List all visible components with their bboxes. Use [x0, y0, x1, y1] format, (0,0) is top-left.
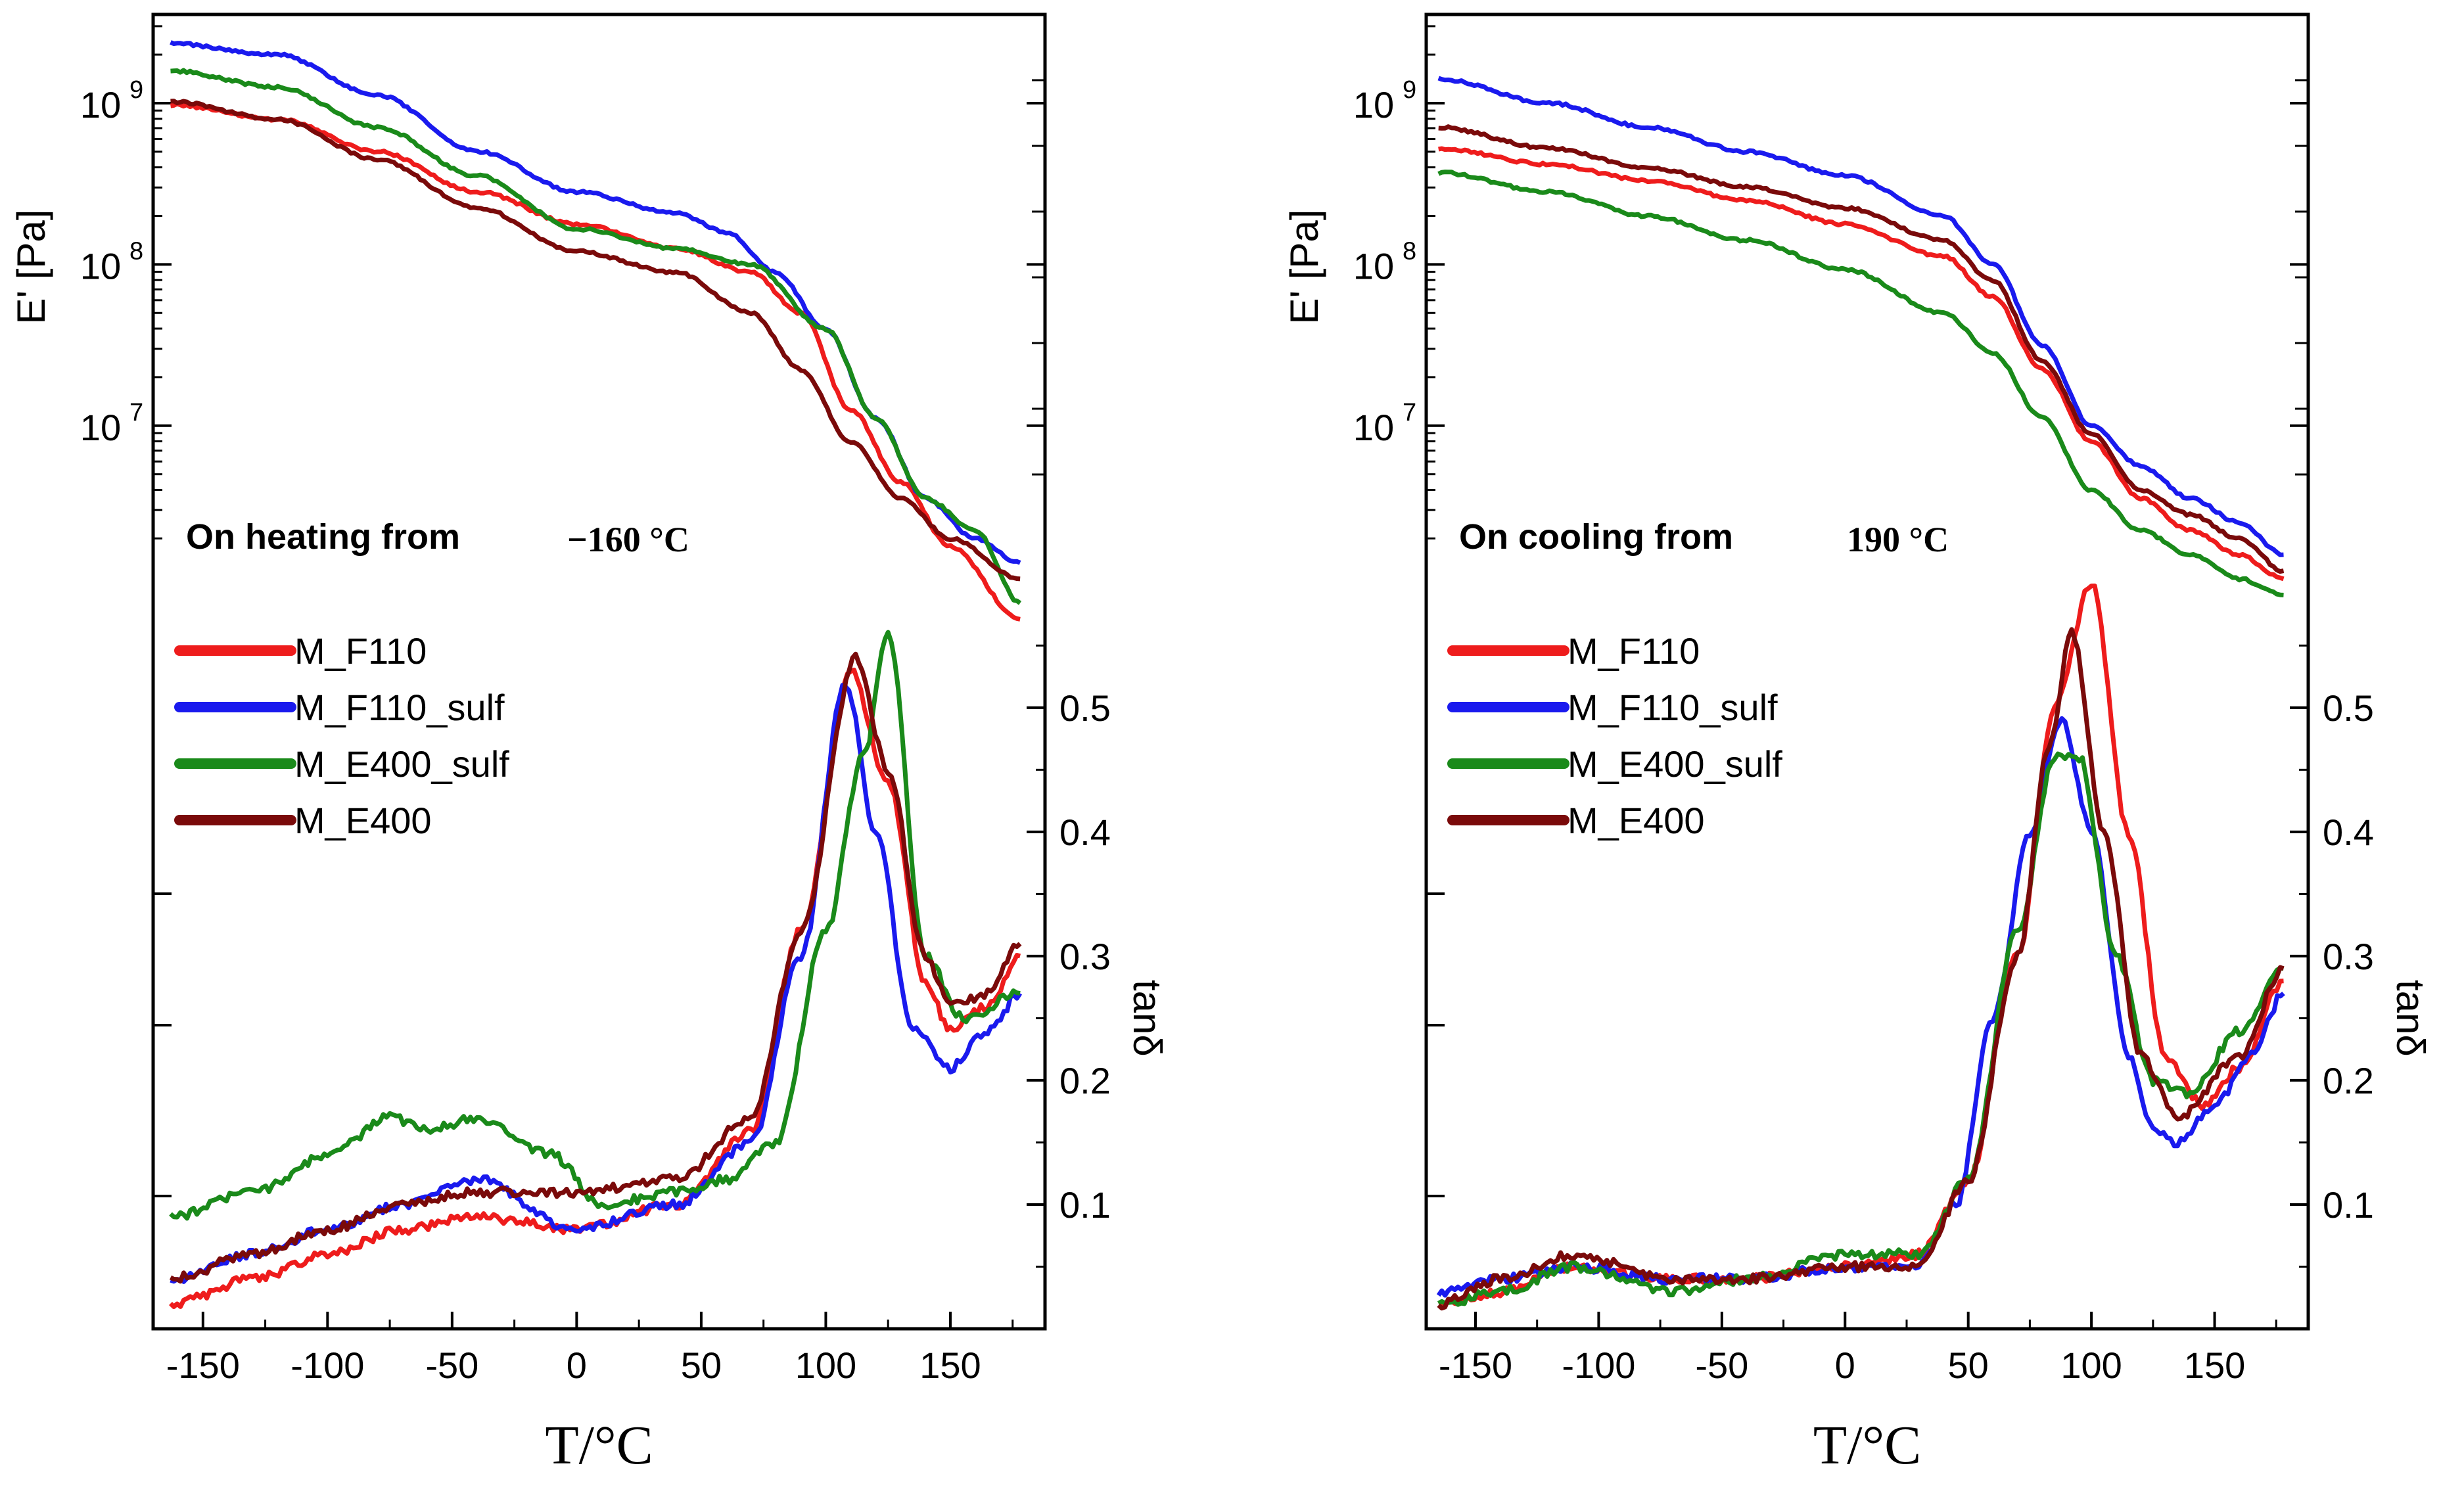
x-tick-label: 150 [2184, 1345, 2245, 1386]
y-right-tick-label: 0.1 [2323, 1184, 2374, 1226]
tan-line-M_E400_sulf [169, 630, 1021, 1221]
modulus-line-M_F110 [1438, 146, 2285, 582]
chart-panel-2: -150 -100 -50 0 50 100 150 10 9 10 8 10 7 0.5 0.4 0.3 0.… [1282, 12, 2432, 1476]
x-tick-label: -150 [1439, 1345, 1512, 1386]
legend-label: M_F110 [1568, 630, 1700, 672]
y-right-tick-label: 0.1 [1059, 1184, 1111, 1226]
x-axis-title: T/°C [1813, 1415, 1921, 1476]
plot-frame [151, 12, 1047, 1331]
y-right-tick-label: 0.5 [1059, 687, 1111, 729]
legend-label: M_E400_sulf [294, 743, 509, 785]
legend-label: M_E400_sulf [1568, 743, 1782, 785]
modulus-line-M_E400_sulf [1437, 170, 2284, 597]
y-right-tick-label: 0.2 [1059, 1060, 1111, 1101]
legend-label: M_E400 [1568, 800, 1705, 841]
series-group [169, 40, 1023, 1309]
y-left-tick-exp: 7 [129, 399, 143, 426]
x-tick-label: 0 [567, 1345, 587, 1386]
modulus-line-M_E400_sulf [170, 68, 1022, 605]
y-left-tick-base: 10 [1353, 245, 1394, 287]
y-right-tick-label: 0.5 [2323, 687, 2374, 729]
y-right-tick-label: 0.3 [2323, 936, 2374, 977]
tan-line-M_F110 [1437, 584, 2284, 1308]
series-group [1436, 76, 2285, 1311]
tan-line-M_E400 [1437, 627, 2285, 1311]
condition-temperature: −160 °C [567, 520, 689, 559]
modulus-line-M_E400 [170, 99, 1021, 582]
condition-temperature: 190 °C [1847, 520, 1949, 559]
y-left-tick-base: 10 [1353, 84, 1394, 126]
y-left-tick-exp: 9 [129, 76, 143, 104]
y-left-tick-exp: 8 [129, 237, 143, 265]
x-tick-label: 50 [681, 1345, 722, 1386]
x-tick-label: 100 [2060, 1345, 2122, 1386]
y-left-tick-exp: 9 [1403, 76, 1416, 104]
legend-label: M_E400 [294, 800, 432, 841]
y-right-tick-label: 0.4 [2323, 812, 2374, 853]
chart-panel-1: -150 -100 -50 0 50 100 150 10 9 10 8 10 7 0.5 0.4 0.3 0.… [9, 12, 1169, 1476]
y-left-tick-base: 10 [1353, 407, 1394, 448]
y-right-axis-title: tanδ [2388, 980, 2432, 1057]
modulus-line-M_F110_sulf [1437, 76, 2284, 557]
tan-line-M_F110_sulf [1436, 716, 2285, 1298]
modulus-line-M_F110 [170, 101, 1021, 622]
condition-label: On cooling from [1459, 517, 1733, 557]
x-tick-label: -100 [1562, 1345, 1635, 1386]
y-left-axis-title: E' [Pa] [9, 210, 53, 325]
x-tick-label: -100 [291, 1345, 364, 1386]
plot-frame [1424, 12, 2310, 1331]
x-tick-label: 150 [919, 1345, 981, 1386]
legend-label: M_F110_sulf [1568, 687, 1778, 728]
x-tick-label: -50 [425, 1345, 478, 1386]
x-axis-title: T/°C [545, 1415, 653, 1476]
legend-label: M_F110_sulf [294, 687, 505, 728]
y-right-tick-label: 0.2 [2323, 1060, 2374, 1101]
y-right-tick-label: 0.3 [1059, 936, 1111, 977]
tan-line-M_F110 [169, 667, 1021, 1309]
y-left-tick-base: 10 [80, 84, 121, 126]
y-left-tick-exp: 8 [1403, 237, 1416, 265]
y-right-axis-title: tanδ [1125, 980, 1169, 1057]
y-left-tick-base: 10 [80, 245, 121, 287]
tan-line-M_E400 [169, 651, 1022, 1284]
tan-line-M_F110_sulf [170, 683, 1023, 1284]
y-left-tick-base: 10 [80, 407, 121, 448]
x-tick-label: -50 [1695, 1345, 1748, 1386]
y-left-tick-exp: 7 [1403, 399, 1416, 426]
x-tick-label: 50 [1948, 1345, 1989, 1386]
x-tick-label: 0 [1835, 1345, 1855, 1386]
y-right-tick-label: 0.4 [1059, 812, 1111, 853]
x-tick-label: -150 [166, 1345, 240, 1386]
condition-label: On heating from [186, 517, 460, 557]
modulus-line-M_E400 [1438, 124, 2285, 574]
x-tick-label: 100 [795, 1345, 856, 1386]
y-left-axis-title: E' [Pa] [1282, 210, 1326, 325]
legend-label: M_F110 [294, 630, 427, 672]
